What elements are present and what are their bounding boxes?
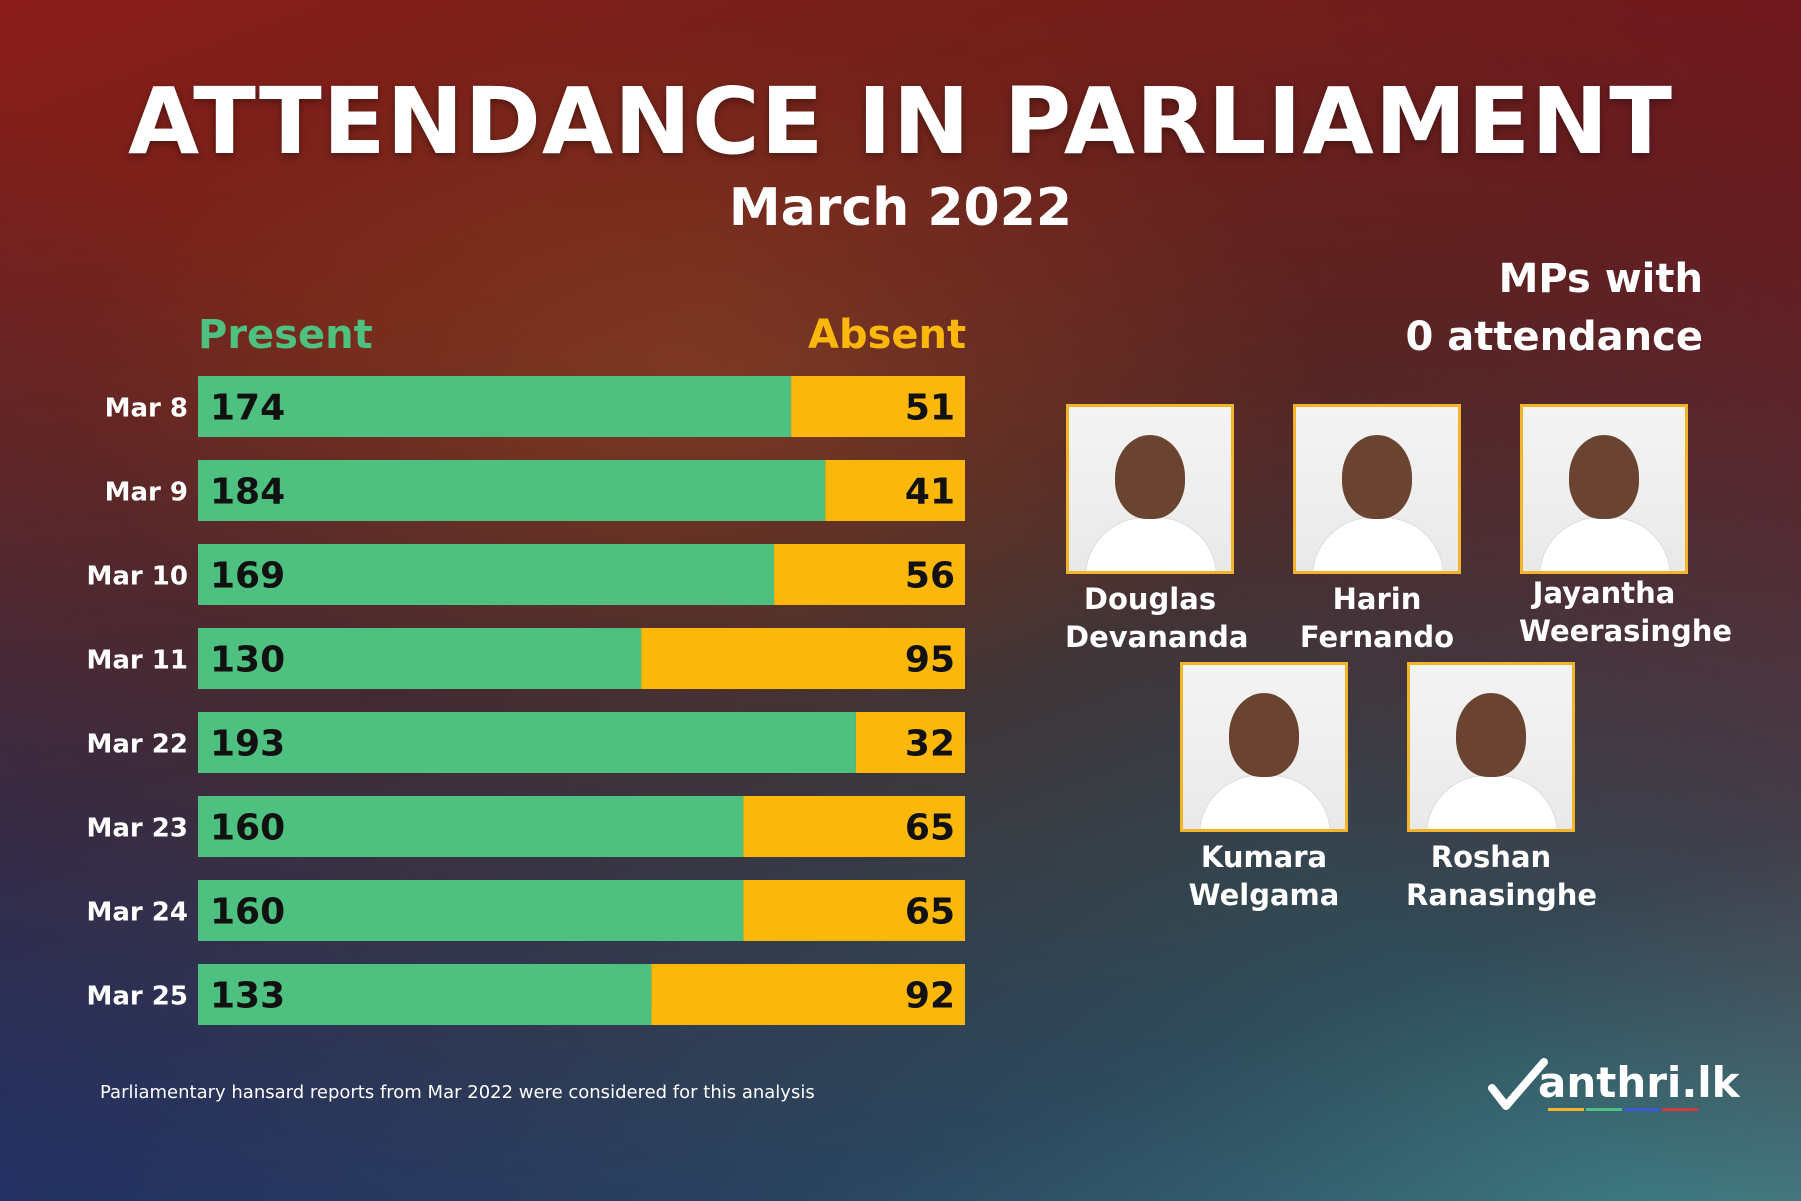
- mps-heading: MPs with 0 attendance: [1405, 250, 1703, 366]
- present-value-label: 193: [210, 724, 285, 765]
- category-label: Mar 24: [87, 898, 188, 928]
- bar-present: [198, 796, 744, 857]
- bar-present: [198, 544, 775, 605]
- mp-photo: [1293, 404, 1461, 574]
- mp-card: Kumara Welgama: [1179, 662, 1349, 914]
- present-value-label: 174: [210, 388, 285, 429]
- category-label: Mar 11: [87, 646, 188, 676]
- absent-value-label: 32: [905, 724, 955, 765]
- mp-name: Kumara Welgama: [1188, 840, 1340, 912]
- bar-present: [198, 460, 826, 521]
- mp-card: Harin Fernando: [1292, 404, 1462, 656]
- bar-absent: [855, 712, 965, 773]
- mp-card: Douglas Devananda: [1065, 404, 1249, 656]
- category-label: Mar 9: [105, 478, 188, 508]
- category-label: Mar 10: [87, 562, 188, 592]
- absent-value-label: 51: [905, 388, 955, 429]
- absent-value-label: 95: [905, 640, 955, 681]
- mp-name: Douglas Devananda: [1065, 582, 1249, 654]
- bar-present: [198, 628, 642, 689]
- absent-value-label: 65: [905, 892, 955, 933]
- manthri-logo: [1488, 1058, 1698, 1111]
- category-label: Mar 25: [87, 982, 188, 1012]
- mp-name: Jayantha Weerasinghe: [1519, 576, 1733, 648]
- category-label: Mar 23: [87, 814, 188, 844]
- absent-value-label: 56: [905, 556, 955, 597]
- mp-card: Jayantha Weerasinghe: [1519, 404, 1733, 650]
- bar-absent: [774, 544, 965, 605]
- present-value-label: 130: [210, 640, 285, 681]
- mp-name: Roshan Ranasinghe: [1406, 840, 1598, 912]
- absent-value-label: 65: [905, 808, 955, 849]
- category-label: Mar 22: [87, 730, 188, 760]
- logo-text: anthri.lk: [1538, 1058, 1740, 1107]
- mp-photo: [1520, 404, 1688, 574]
- mp-name: Harin Fernando: [1299, 582, 1455, 654]
- absent-value-label: 41: [905, 472, 955, 513]
- present-value-label: 169: [210, 556, 285, 597]
- bar-absent: [651, 964, 965, 1025]
- mp-card: Roshan Ranasinghe: [1406, 662, 1598, 914]
- bar-present: [198, 376, 792, 437]
- bar-absent: [641, 628, 965, 689]
- absent-value-label: 92: [905, 976, 955, 1017]
- category-label: Mar 8: [105, 394, 188, 424]
- bar-absent: [743, 880, 965, 941]
- legend-present: Present: [198, 312, 373, 358]
- bar-present: [198, 964, 652, 1025]
- bar-absent: [791, 376, 965, 437]
- present-value-label: 160: [210, 892, 285, 933]
- page-title: ATTENDANCE IN PARLIAMENT: [128, 68, 1673, 175]
- present-value-label: 184: [210, 472, 285, 513]
- footnote: Parliamentary hansard reports from Mar 2…: [100, 1082, 815, 1103]
- mp-photo: [1066, 404, 1234, 574]
- bar-present: [198, 880, 744, 941]
- legend-absent: Absent: [808, 312, 967, 358]
- bar-absent: [743, 796, 965, 857]
- page-subtitle: March 2022: [728, 178, 1073, 238]
- mps-heading-line2: 0 attendance: [1405, 314, 1703, 360]
- mps-heading-line1: MPs with: [1498, 256, 1703, 302]
- bar-present: [198, 712, 856, 773]
- present-value-label: 160: [210, 808, 285, 849]
- bar-absent: [825, 460, 965, 521]
- mp-photo: [1180, 662, 1348, 832]
- present-value-label: 133: [210, 976, 285, 1017]
- checkmark-icon: [1488, 1058, 1548, 1110]
- mp-photo: [1407, 662, 1575, 832]
